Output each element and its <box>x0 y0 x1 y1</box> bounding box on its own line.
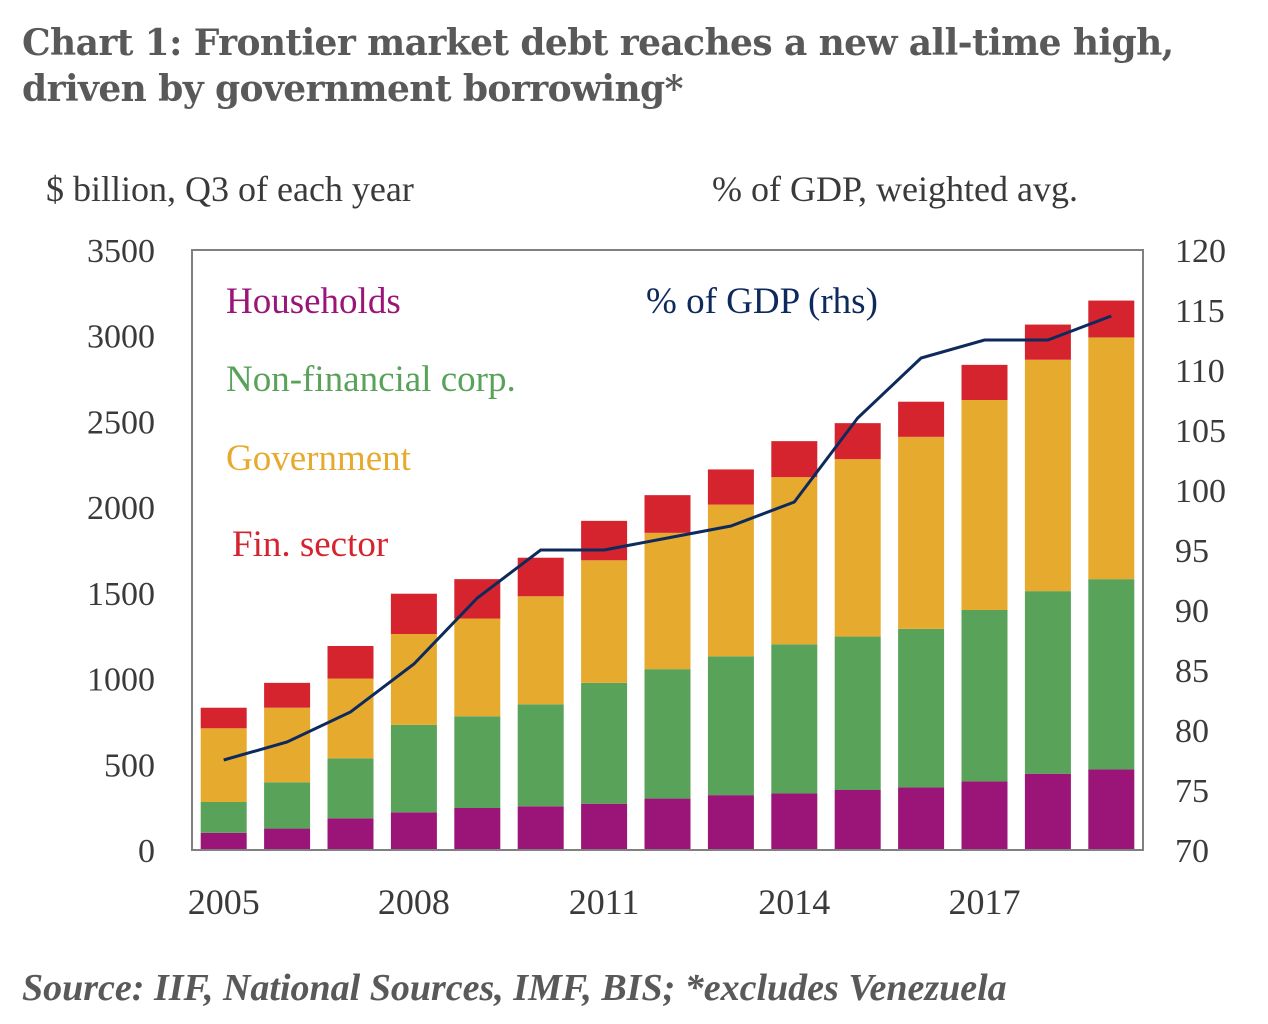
bar-financial-2010 <box>517 557 564 597</box>
bar-financial-2008 <box>390 593 437 634</box>
y2-tick-label-75: 75 <box>1175 773 1209 810</box>
y-tick-label-2500: 2500 <box>87 404 155 441</box>
bar-nonfinancial-2007 <box>327 758 374 819</box>
y2-tick-label-115: 115 <box>1175 293 1225 330</box>
bar-nonfinancial-2005 <box>200 802 247 833</box>
bar-government-2018 <box>1024 359 1071 592</box>
y-tick-label-3000: 3000 <box>87 319 155 356</box>
legend-financial: Fin. sector <box>232 524 388 565</box>
bar-financial-2016 <box>898 401 945 437</box>
legend: Households Non-financial corp. Government F… <box>226 281 878 565</box>
bar-households-2007 <box>327 818 374 850</box>
bar-nonfinancial-2013 <box>707 656 754 796</box>
y-tick-label-500: 500 <box>104 747 155 784</box>
bar-households-2017 <box>961 781 1008 850</box>
legend-government: Government <box>226 438 412 479</box>
bar-households-2012 <box>644 798 691 850</box>
x-tick-label-2017: 2017 <box>949 882 1021 922</box>
bar-layer <box>200 300 1135 850</box>
bar-financial-2018 <box>1024 324 1071 360</box>
bar-financial-2012 <box>644 495 691 533</box>
bar-households-2008 <box>390 812 437 850</box>
bar-government-2006 <box>264 707 311 783</box>
y2-tick-label-105: 105 <box>1175 413 1226 450</box>
source-note: Source: IIF, National Sources, IMF, BIS;… <box>22 967 1007 1009</box>
bar-financial-2014 <box>771 441 818 478</box>
x-tick-label-2011: 2011 <box>569 882 640 922</box>
x-tick-label-2014: 2014 <box>758 882 830 922</box>
bar-nonfinancial-2016 <box>898 628 945 788</box>
bar-government-2017 <box>961 400 1008 610</box>
bar-government-2019 <box>1088 337 1135 580</box>
right-axis-label: % of GDP, weighted avg. <box>712 169 1078 209</box>
bar-financial-2019 <box>1088 300 1135 338</box>
bar-nonfinancial-2014 <box>771 644 818 794</box>
bar-households-2015 <box>834 790 881 850</box>
bar-government-2014 <box>771 477 818 645</box>
chart-title: Chart 1: Frontier market debt reaches a … <box>22 20 1252 112</box>
gdp-line <box>223 314 1112 762</box>
y2-tick-label-110: 110 <box>1175 353 1225 390</box>
bar-nonfinancial-2019 <box>1088 579 1135 770</box>
y2-tick-label-85: 85 <box>1175 653 1209 690</box>
bar-households-2009 <box>454 808 501 850</box>
bar-households-2010 <box>517 806 564 850</box>
bar-nonfinancial-2011 <box>581 682 628 804</box>
chart-title-line-2: driven by government borrowing* <box>22 68 683 110</box>
y-tick-label-1500: 1500 <box>87 576 155 613</box>
bar-households-2006 <box>264 828 311 850</box>
bar-households-2011 <box>581 803 628 850</box>
y2-tick-label-120: 120 <box>1175 233 1226 270</box>
bar-households-2018 <box>1024 773 1071 850</box>
bar-financial-2011 <box>581 520 628 561</box>
bar-households-2016 <box>898 787 945 850</box>
bar-financial-2007 <box>327 646 374 679</box>
y2-tick-label-90: 90 <box>1175 593 1209 630</box>
legend-households: Households <box>226 281 401 322</box>
bar-financial-2013 <box>707 469 754 505</box>
right-axis-ticks: 70 75 80 85 90 95 100 105 110 115 120 <box>1175 233 1226 870</box>
bar-financial-2015 <box>834 423 881 460</box>
y2-tick-label-95: 95 <box>1175 533 1209 570</box>
bar-nonfinancial-2008 <box>390 724 437 813</box>
bar-government-2012 <box>644 532 691 670</box>
bar-households-2013 <box>707 795 754 850</box>
legend-nonfinancial: Non-financial corp. <box>226 359 516 400</box>
bar-government-2011 <box>581 560 628 683</box>
y2-tick-label-70: 70 <box>1175 833 1209 870</box>
plot-frame <box>191 249 1144 851</box>
bar-financial-2005 <box>200 707 247 729</box>
chart-title-line-1: Chart 1: Frontier market debt reaches a … <box>22 22 1174 64</box>
bar-nonfinancial-2006 <box>264 782 311 829</box>
x-axis-ticks: 2005 2008 2011 2014 2017 <box>188 882 1021 922</box>
bar-households-2019 <box>1088 769 1135 850</box>
x-tick-label-2008: 2008 <box>378 882 450 922</box>
y-tick-label-1000: 1000 <box>87 662 155 699</box>
y2-tick-label-80: 80 <box>1175 713 1209 750</box>
bar-government-2005 <box>200 728 247 802</box>
bar-government-2015 <box>834 459 881 637</box>
bar-nonfinancial-2018 <box>1024 591 1071 774</box>
y-tick-label-0: 0 <box>138 833 155 870</box>
bar-financial-2017 <box>961 364 1008 400</box>
bar-government-2010 <box>517 596 564 705</box>
x-tick-label-2005: 2005 <box>188 882 260 922</box>
bar-households-2014 <box>771 793 818 850</box>
left-axis-label: $ billion, Q3 of each year <box>46 169 414 209</box>
bar-households-2005 <box>200 832 247 850</box>
y-tick-label-2000: 2000 <box>87 490 155 527</box>
left-axis-ticks: 0 500 1000 1500 2000 2500 3000 3500 <box>87 233 155 870</box>
bar-government-2009 <box>454 618 501 717</box>
bar-nonfinancial-2017 <box>961 610 1008 782</box>
bar-nonfinancial-2012 <box>644 669 691 799</box>
y2-tick-label-100: 100 <box>1175 473 1226 510</box>
bar-nonfinancial-2015 <box>834 636 881 790</box>
bar-nonfinancial-2010 <box>517 704 564 807</box>
bar-government-2016 <box>898 436 945 629</box>
bar-financial-2006 <box>264 682 311 708</box>
y-tick-label-3500: 3500 <box>87 233 155 270</box>
legend-gdp-line: % of GDP (rhs) <box>646 281 878 322</box>
bar-nonfinancial-2009 <box>454 716 501 808</box>
